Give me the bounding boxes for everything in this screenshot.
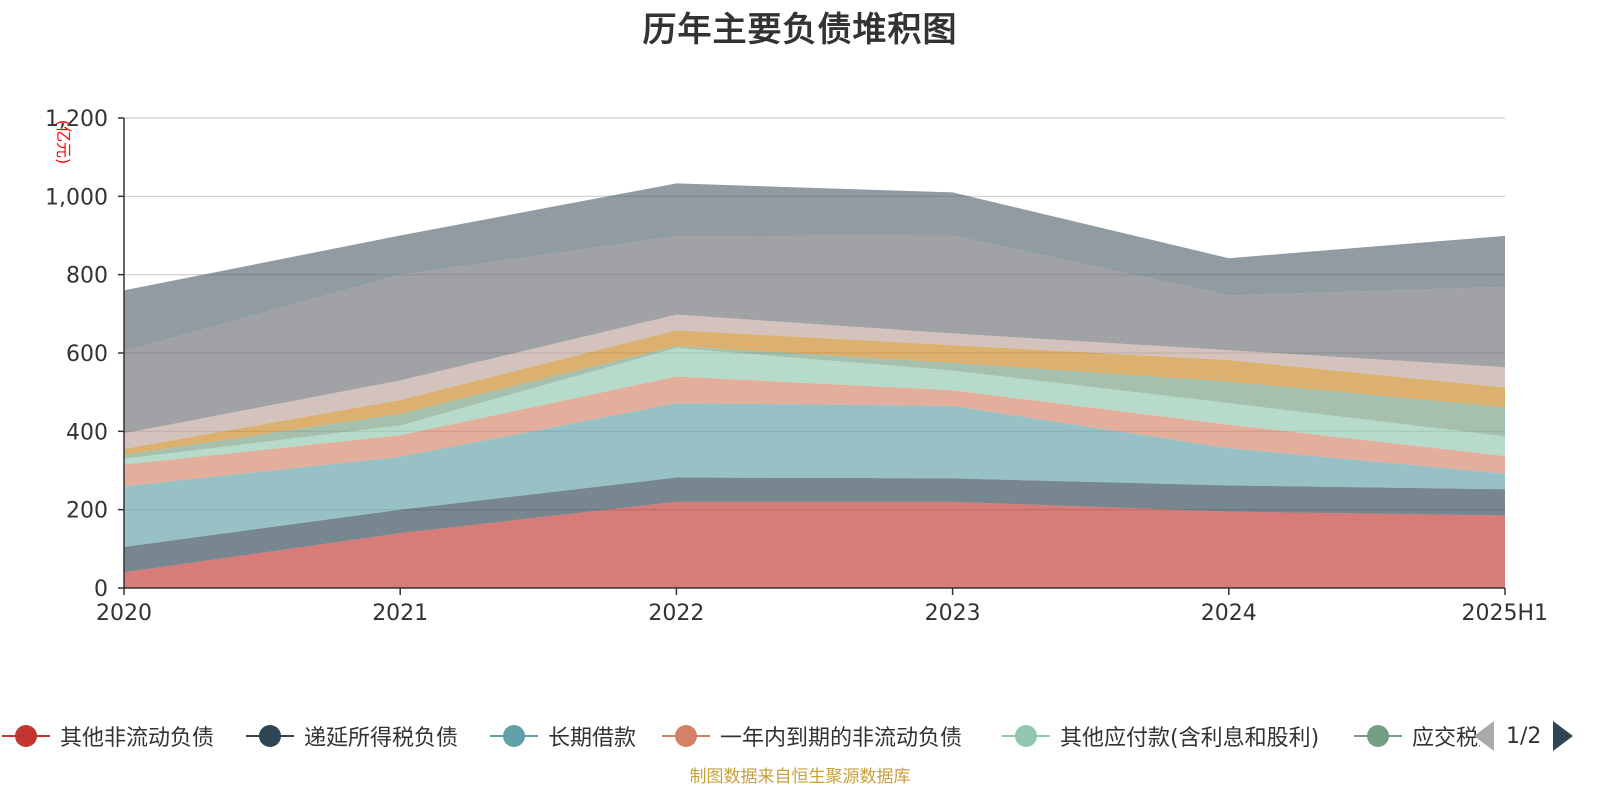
legend-item[interactable]: 其他非流动负债 [0,718,214,754]
x-tick-label: 2020 [96,601,152,626]
x-tick-label: 2021 [372,601,428,626]
legend-marker-icon [1352,718,1404,754]
area-series-0[interactable] [124,501,1505,588]
area-series-4[interactable] [124,347,1505,465]
legend-page-indicator: 1/2 [1506,723,1542,749]
legend-label: 递延所得税负债 [304,726,459,751]
legend-marker-icon [0,718,52,754]
y-tick-label: 1,200 [45,107,108,132]
y-tick-label: 600 [66,342,108,367]
area-series-8[interactable] [124,235,1505,434]
y-tick-label: 200 [66,499,108,524]
x-tick-label: 2023 [925,601,981,626]
y-axis-unit-label: (亿元) [54,120,73,165]
legend-item[interactable]: 应交税费 [1352,718,1480,754]
y-tick-label: 1,000 [45,185,108,210]
legend: 其他非流动负债 递延所得税负债 长期借款 一年内到期的非流动负债 其他应付款(含利息和股… [0,718,1480,754]
legend-marker-icon [244,718,296,754]
area-series-5[interactable] [124,345,1505,459]
y-tick-label: 800 [66,264,108,289]
area-series-6[interactable] [124,330,1505,455]
axis-layer: 0 200 400 600 800 1,000 1,200 2020 2021 2022 2023 2… [45,107,1548,626]
legend-pager: 1/2 [1470,716,1600,756]
legend-label: 一年内到期的非流动负债 [720,726,963,751]
x-tick-label: 2024 [1201,601,1257,626]
legend-label: 其他非流动负债 [60,726,215,751]
y-tick-label: 400 [66,420,108,445]
legend-marker-icon [1000,718,1052,754]
legend-marker-icon [488,718,540,754]
y-tick-label: 0 [94,577,108,602]
legend-item[interactable]: 递延所得税负债 [244,718,458,754]
source-note: 制图数据来自恒生聚源数据库 [689,767,911,787]
legend-item[interactable]: 其他应付款(含利息和股利) [1000,718,1319,754]
legend-item[interactable]: 长期借款 [488,718,636,754]
area-series-2[interactable] [124,403,1505,547]
legend-label: 长期借款 [548,726,637,751]
triangle-right-icon[interactable] [1553,721,1574,751]
chart-title: 历年主要负债堆积图 [642,10,958,50]
area-series-9[interactable] [124,183,1505,352]
x-tick-label: 2025H1 [1461,601,1548,626]
legend-label: 应交税费 [1412,726,1480,751]
legend-marker-icon [660,718,712,754]
legend-item[interactable]: 一年内到期的非流动负债 [660,718,962,754]
x-tick-label: 2022 [648,601,704,626]
area-series-1[interactable] [124,477,1505,573]
triangle-left-icon[interactable] [1474,721,1494,751]
area-series-7[interactable] [124,314,1505,449]
legend-label: 其他应付款(含利息和股利) [1060,726,1320,751]
area-series-3[interactable] [124,376,1505,487]
area-layer [124,183,1505,588]
